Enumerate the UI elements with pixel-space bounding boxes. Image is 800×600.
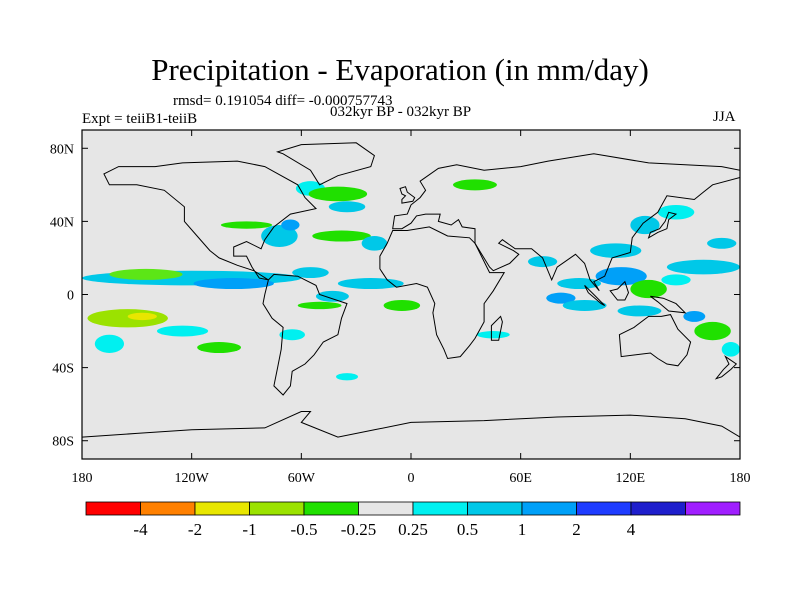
x-tick-label-5: 120E (616, 471, 646, 486)
colorbar-swatch-2 (194, 501, 250, 516)
season-label: JJA (713, 109, 736, 125)
anomaly-region-16 (292, 267, 329, 279)
colorbar-label-6: 0.5 (457, 520, 478, 539)
anomaly-layer (82, 179, 740, 381)
colorbar-label-5: 0.25 (398, 520, 428, 539)
anomaly-region-34 (666, 259, 740, 275)
anomaly-region-3 (87, 309, 168, 328)
colorbar-label-1: -2 (188, 520, 202, 539)
anomaly-region-9 (261, 225, 298, 247)
experiment-label: Expt = teiiB1-teiiB (82, 111, 198, 127)
anomaly-region-26 (557, 278, 602, 290)
anomaly-region-33 (617, 305, 662, 317)
x-tick-label-0: 180 (72, 471, 93, 486)
coastline-new-zealand (714, 355, 738, 380)
anomaly-region-39 (707, 237, 737, 249)
anomaly-region-23 (453, 179, 497, 191)
colorbar-swatch-9 (576, 501, 632, 516)
anomaly-region-40 (721, 342, 740, 357)
axis-ticks: 180 120W 60W 0 60E 120E 180 80N 40N 0 40S 80S (50, 130, 751, 486)
statistics-label: rmsd= 0.191054 diff= -0.000757743 (173, 93, 393, 109)
anomaly-region-29 (590, 243, 642, 258)
coastline-africa (379, 226, 506, 360)
colorbar-swatch-6 (412, 501, 468, 516)
anomaly-region-13 (308, 186, 368, 202)
y-tick-label-4: 80S (52, 435, 74, 450)
anomaly-region-15 (361, 236, 388, 251)
y-tick-label-3: 40S (52, 362, 74, 377)
colorbar-label-2: -1 (242, 520, 256, 539)
anomaly-region-18 (315, 290, 349, 302)
anomaly-region-35 (683, 310, 706, 322)
colorbar-label-9: 4 (627, 520, 636, 539)
anomaly-region-27 (546, 292, 576, 304)
y-tick-label-2: 0 (67, 289, 74, 304)
anomaly-region-37 (630, 215, 660, 235)
colorbar-swatch-11 (685, 501, 741, 516)
x-tick-label-6: 180 (730, 471, 751, 486)
anomaly-region-4 (127, 312, 157, 321)
colorbar-swatch-0 (85, 501, 141, 516)
x-tick-label-4: 60E (509, 471, 532, 486)
colorbar-label-7: 1 (518, 520, 527, 539)
anomaly-region-31 (630, 279, 667, 299)
colorbar-swatch-7 (467, 501, 523, 516)
anomaly-region-32 (661, 274, 691, 286)
coastline-antarctica (82, 411, 740, 459)
anomaly-region-17 (337, 278, 404, 290)
period-label: 032kyr BP - 032kyr BP (330, 104, 472, 120)
anomaly-region-25 (527, 256, 558, 268)
map-background (82, 130, 740, 459)
anomaly-region-36 (694, 321, 731, 341)
colorbar-label-8: 2 (572, 520, 581, 539)
anomaly-region-2 (193, 278, 274, 290)
coastline-british-isles (399, 186, 416, 204)
colorbar-swatch-4 (303, 501, 359, 516)
coastline-north-america (103, 160, 318, 281)
colorbar-swatch-10 (630, 501, 686, 516)
colorbar-label-3: -0.5 (291, 520, 318, 539)
x-tick-label-3: 0 (408, 471, 415, 486)
anomaly-region-28 (562, 299, 607, 311)
y-tick-label-1: 40N (50, 215, 74, 230)
colorbar-label-4: -0.25 (341, 520, 376, 539)
colorbar-swatch-5 (358, 501, 414, 516)
anomaly-region-19 (297, 301, 342, 310)
colorbar: -4 -2 -1 -0.5 -0.25 0.25 0.5 1 2 4 (85, 501, 741, 539)
colorbar-swatch-8 (521, 501, 577, 516)
anomaly-region-1 (109, 268, 183, 280)
anomaly-region-6 (156, 325, 209, 337)
coastline-eurasia (392, 153, 740, 292)
colorbar-swatch-1 (140, 501, 196, 516)
x-tick-label-2: 60W (288, 471, 316, 486)
coastline-borneo (609, 280, 630, 301)
coastline-sumatra (584, 285, 606, 306)
anomaly-region-22 (336, 373, 358, 381)
coastline-layer (82, 142, 740, 459)
anomaly-region-11 (312, 230, 371, 242)
anomaly-region-7 (197, 342, 242, 353)
anomaly-region-10 (281, 219, 300, 231)
anomaly-region-21 (279, 329, 305, 341)
anomaly-region-5 (94, 334, 125, 353)
colorbar-swatch-3 (249, 501, 305, 516)
coastline-australia (618, 314, 692, 367)
plot-title: Precipitation - Evaporation (in mm/day) (151, 52, 649, 87)
coastline-new-guinea (650, 295, 687, 314)
y-tick-label-0: 80N (50, 142, 74, 157)
coastline-madagascar (490, 315, 503, 341)
coastline-japan (647, 211, 678, 239)
colorbar-label-0: -4 (133, 520, 148, 539)
x-tick-label-1: 120W (175, 471, 210, 486)
anomaly-region-38 (657, 204, 695, 220)
anomaly-region-8 (220, 221, 273, 229)
anomaly-region-20 (383, 299, 421, 311)
anomaly-region-30 (595, 267, 647, 286)
coastline-greenland (275, 142, 375, 186)
anomaly-region-14 (328, 201, 366, 213)
coastline-south-america (262, 273, 348, 396)
anomaly-region-24 (476, 331, 510, 339)
